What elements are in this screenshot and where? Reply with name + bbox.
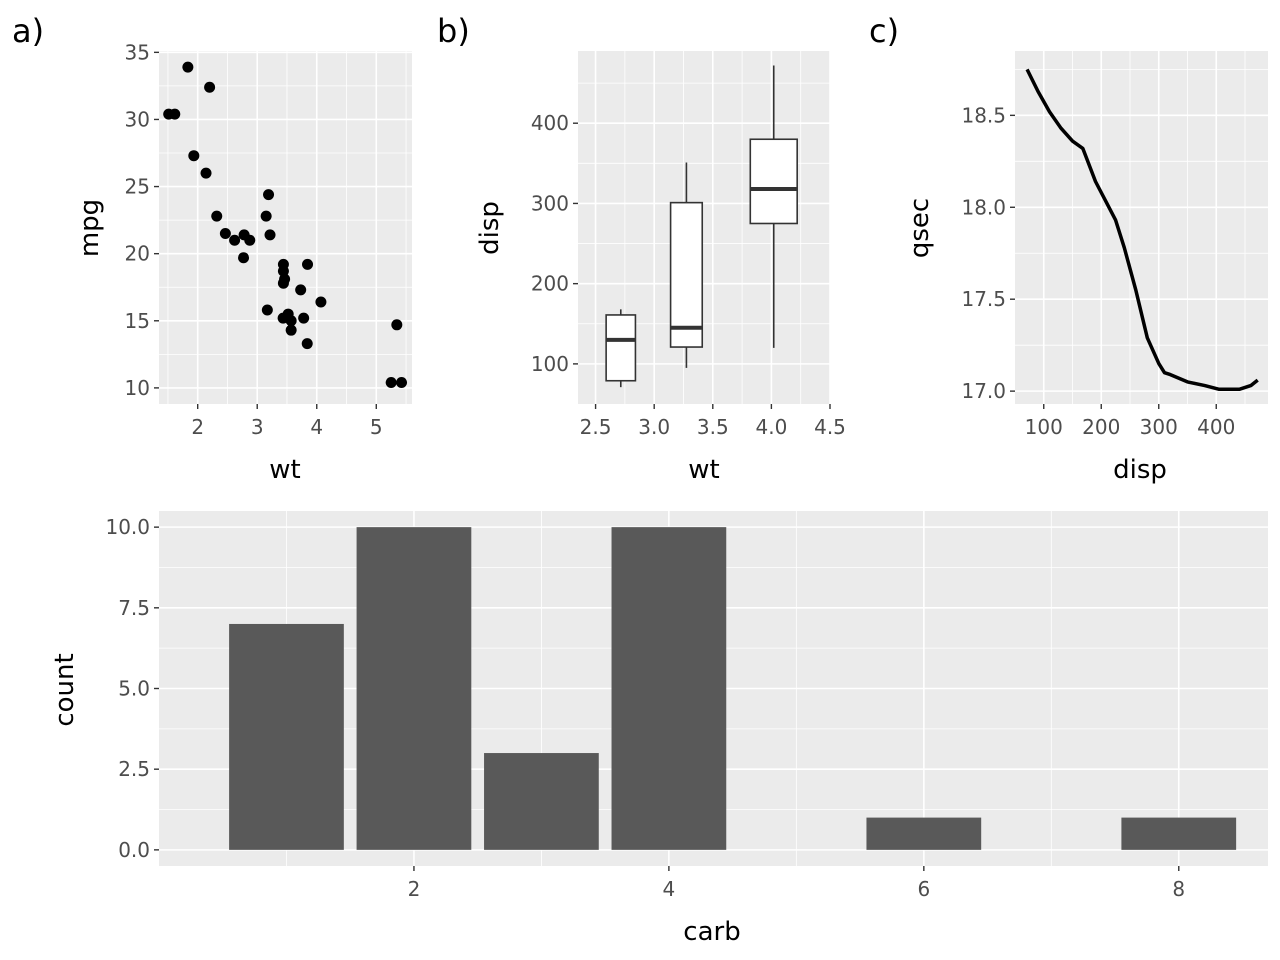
panel-d-bar bbox=[356, 527, 472, 850]
panel-d-x-tick-label: 6 bbox=[917, 877, 930, 901]
panel-a-xlabel: wt bbox=[269, 455, 300, 485]
panel-a-point bbox=[260, 210, 272, 222]
panel-c-line: 100 200 300 400 17.0 17.5 18.0 18.5 c) disp qsec bbox=[869, 12, 1268, 485]
panel-a-y-tick-label: 35 bbox=[125, 40, 150, 64]
panel-a-point bbox=[391, 319, 403, 331]
panel-a-point bbox=[295, 284, 307, 296]
panel-d-bar bbox=[611, 527, 727, 850]
panel-a-point bbox=[385, 377, 397, 389]
panel-b-x-tick-label: 3.5 bbox=[697, 415, 729, 439]
panel-c-y-tick-label: 17.5 bbox=[961, 287, 1006, 311]
panel-a-x-tick-label: 5 bbox=[370, 415, 383, 439]
panel-a-point bbox=[285, 315, 297, 327]
panel-d-bar bbox=[866, 817, 982, 850]
panel-c-y-tick-label: 18.5 bbox=[961, 103, 1006, 127]
panel-a-ylabel: mpg bbox=[75, 199, 105, 257]
panel-d-bar bbox=[484, 753, 599, 850]
panel-c-x-tick-label: 300 bbox=[1140, 415, 1178, 439]
panel-b-boxplot: 2.5 3.0 3.5 4.0 4.5 100 200 300 400 b) wt disp bbox=[437, 12, 846, 485]
panel-b-box bbox=[749, 138, 798, 225]
panel-a-point bbox=[285, 324, 297, 336]
panel-c-y-tick-label: 17.0 bbox=[961, 379, 1006, 403]
panel-a-point bbox=[200, 167, 212, 179]
panel-a-point bbox=[238, 252, 250, 264]
panel-a-point bbox=[264, 229, 276, 241]
panel-b-y-tick-label: 200 bbox=[531, 272, 569, 296]
panel-d-x-tick-label: 8 bbox=[1172, 877, 1185, 901]
panel-a-point bbox=[238, 229, 250, 241]
panel-b-x-tick-label: 2.5 bbox=[580, 415, 612, 439]
panel-a-point bbox=[298, 312, 310, 324]
panel-a-tag: a) bbox=[12, 12, 44, 50]
panel-d-bar: 2 4 6 8 0.0 2.5 5.0 7.5 10.0 carb count bbox=[50, 511, 1268, 947]
panel-a-x-tick-label: 2 bbox=[191, 415, 204, 439]
panel-b-x-tick-label: 3.0 bbox=[638, 415, 670, 439]
panel-b-y-tick-label: 400 bbox=[531, 111, 569, 135]
panel-a-point bbox=[396, 377, 408, 389]
panel-a-point bbox=[204, 81, 216, 93]
panel-c-x-tick-label: 200 bbox=[1082, 415, 1120, 439]
panel-b-x-tick-label: 4.5 bbox=[814, 415, 846, 439]
panel-b-xlabel: wt bbox=[688, 455, 719, 485]
panel-a-x-tick-label: 4 bbox=[310, 415, 323, 439]
panel-a-point bbox=[263, 189, 275, 201]
panel-a-y-tick-label: 25 bbox=[125, 175, 150, 199]
panel-b-box bbox=[605, 314, 637, 382]
panel-d-x-tick-label: 2 bbox=[408, 877, 421, 901]
panel-a-point bbox=[211, 210, 223, 222]
panel-c-x-tick-label: 400 bbox=[1197, 415, 1235, 439]
panel-b-tag: b) bbox=[437, 12, 470, 50]
panel-c-x-tick-label: 100 bbox=[1025, 415, 1063, 439]
panel-a-point bbox=[163, 108, 175, 120]
panel-d-y-tick-label: 2.5 bbox=[118, 757, 150, 781]
panel-b-ylabel: disp bbox=[475, 201, 505, 255]
panel-d-y-tick-label: 0.0 bbox=[118, 838, 150, 862]
panel-d-y-tick-label: 10.0 bbox=[105, 515, 150, 539]
panel-d-ylabel: count bbox=[50, 653, 80, 726]
panel-a-point bbox=[229, 234, 241, 246]
panel-a-y-tick-label: 10 bbox=[125, 376, 150, 400]
panel-a-scatter: 2 3 4 5 10 15 20 25 30 35 a) wt mpg bbox=[12, 12, 412, 485]
panel-a-point bbox=[315, 296, 327, 308]
panel-a-y-tick-label: 15 bbox=[125, 309, 150, 333]
panel-a-y-tick-label: 30 bbox=[125, 107, 150, 131]
panel-b-y-tick-label: 300 bbox=[531, 191, 569, 215]
panel-d-y-tick-label: 7.5 bbox=[118, 596, 150, 620]
panel-d-x-tick-label: 4 bbox=[663, 877, 676, 901]
panel-c-xlabel: disp bbox=[1113, 455, 1167, 485]
panel-a-point bbox=[219, 228, 231, 240]
panel-d-y-tick-label: 5.0 bbox=[118, 677, 150, 701]
panel-a-point bbox=[261, 304, 273, 316]
panel-a-point bbox=[301, 338, 313, 350]
panel-a-point bbox=[188, 150, 200, 162]
panel-a-point bbox=[182, 61, 194, 73]
panel-d-xlabel: carb bbox=[683, 917, 740, 947]
panel-c-background bbox=[1015, 51, 1268, 404]
panel-a-point bbox=[302, 258, 314, 270]
panel-a-y-tick-label: 20 bbox=[125, 242, 150, 266]
panel-c-series-line bbox=[1025, 68, 1259, 392]
panel-b-box bbox=[669, 201, 704, 348]
panel-d-bar bbox=[229, 623, 344, 850]
panel-a-point bbox=[277, 277, 289, 289]
panel-c-y-tick-label: 18.0 bbox=[961, 195, 1006, 219]
panel-d-bar bbox=[1121, 817, 1237, 850]
panel-c-ylabel: qsec bbox=[905, 198, 935, 258]
panel-a-x-tick-label: 3 bbox=[251, 415, 264, 439]
panel-b-x-tick-label: 4.0 bbox=[755, 415, 787, 439]
panel-c-tag: c) bbox=[869, 12, 899, 50]
panel-b-y-tick-label: 100 bbox=[531, 352, 569, 376]
panel-a-point bbox=[277, 258, 289, 270]
panel-a-background bbox=[159, 51, 412, 404]
